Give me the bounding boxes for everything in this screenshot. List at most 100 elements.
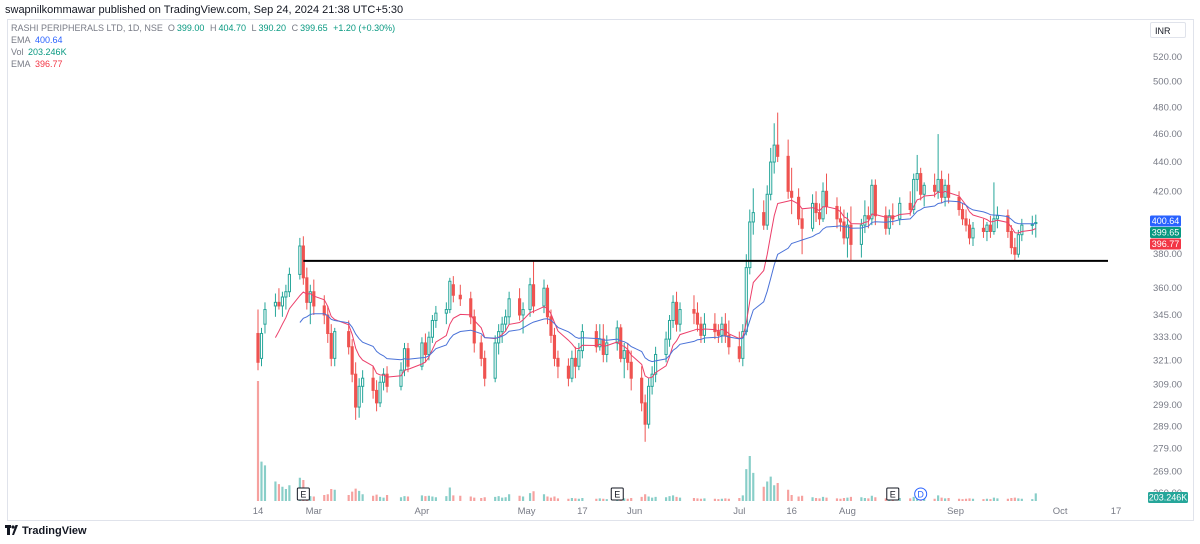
candle <box>1013 237 1017 261</box>
candle <box>769 147 773 201</box>
volume-bar <box>469 496 472 501</box>
candle <box>814 191 818 222</box>
volume-bar <box>741 495 744 501</box>
legend-ema-slow-row[interactable]: EMA 396.77 <box>11 58 398 70</box>
candle <box>640 366 644 412</box>
volume-bar <box>497 496 500 501</box>
y-tick-label: 289.00 <box>1153 421 1182 432</box>
candle <box>619 324 623 363</box>
volume-bar <box>431 496 434 501</box>
volume-bar <box>909 498 912 501</box>
x-tick-label: 17 <box>1111 506 1122 517</box>
volume-bar <box>769 476 772 501</box>
volume-bar <box>1013 497 1016 501</box>
volume-bar <box>996 498 999 501</box>
volume-bar <box>944 498 947 501</box>
volume-bar <box>605 499 608 501</box>
candle <box>531 260 536 314</box>
candle <box>898 197 902 226</box>
volume-bar <box>1010 498 1013 501</box>
ema-lines <box>274 190 1037 379</box>
candle <box>964 209 968 232</box>
volume-bar <box>459 495 462 501</box>
price-badge-label: 400.64 <box>1152 216 1180 226</box>
ema-slow-line <box>299 200 1036 363</box>
candle <box>957 191 961 216</box>
price-axis[interactable]: 520.00 500.00 480.00 460.00 440.00 420.00 380.… <box>1153 52 1182 499</box>
candle <box>1020 218 1024 242</box>
volume-bar <box>372 495 375 501</box>
volume-badge-label: 203.246K <box>1149 493 1188 503</box>
volume-bar <box>330 489 333 501</box>
volume-bar <box>776 483 779 501</box>
candle <box>664 331 668 363</box>
candle <box>654 346 658 383</box>
candle <box>312 279 316 315</box>
candle <box>960 203 965 226</box>
candle <box>287 267 291 298</box>
volume-bar <box>595 498 598 501</box>
legend-vol-value: 203.246K <box>28 47 67 57</box>
legend-ema-fast-row[interactable]: EMA 400.64 <box>11 34 398 46</box>
volume-bar <box>556 498 560 501</box>
volume-bar <box>992 497 996 501</box>
candle <box>849 206 853 261</box>
legend-volume-row[interactable]: Vol 203.246K <box>11 46 398 58</box>
volume-bar <box>574 498 577 501</box>
candle <box>298 237 302 280</box>
candle <box>552 327 557 367</box>
candle <box>284 284 288 310</box>
volume-bar <box>351 491 354 501</box>
candle <box>695 302 700 332</box>
volume-bar <box>1017 498 1020 501</box>
volume-bar <box>406 496 410 501</box>
x-tick-label: Jun <box>627 506 642 517</box>
volume-bar <box>863 498 866 501</box>
publisher-line: swapnilkommawar published on TradingView… <box>5 4 404 16</box>
candle <box>873 179 877 226</box>
candle <box>908 191 912 216</box>
tradingview-brand[interactable]: TradingView <box>5 525 87 537</box>
candle <box>580 324 584 359</box>
candle <box>981 218 986 238</box>
volume-bar <box>630 498 633 501</box>
legend-change: +1.20 (+0.30%) <box>333 23 396 33</box>
candle <box>936 134 940 199</box>
volume-bar <box>508 494 511 501</box>
volume-bar <box>480 498 483 501</box>
candle <box>615 320 619 351</box>
volume-bar <box>825 497 828 501</box>
candle <box>971 221 975 247</box>
volume-bar <box>846 497 849 501</box>
candle <box>884 206 888 235</box>
y-tick-label: 279.00 <box>1153 443 1182 454</box>
volume-bar <box>664 497 668 501</box>
volume-bar <box>821 496 825 501</box>
legend-ema1-value: 400.64 <box>35 35 63 45</box>
legend-open-label: O <box>167 23 175 33</box>
currency-button[interactable]: INR <box>1150 22 1186 38</box>
candle <box>650 366 654 395</box>
y-tick-label: 299.00 <box>1153 400 1182 411</box>
y-tick-label: 500.00 <box>1153 77 1182 88</box>
candle <box>381 368 386 391</box>
volume-bar <box>727 498 730 501</box>
candle <box>988 215 993 238</box>
volume-bar <box>692 498 696 501</box>
x-tick-label: Jul <box>733 506 745 517</box>
y-tick-label: 269.00 <box>1153 466 1182 477</box>
candle <box>444 302 448 325</box>
y-tick-label: 440.00 <box>1153 157 1182 168</box>
candle <box>605 335 609 363</box>
candle <box>305 267 309 310</box>
candle <box>542 279 546 314</box>
volume-bar <box>654 496 657 501</box>
candle <box>326 305 330 343</box>
time-axis[interactable]: 14 Mar Apr May 17 Jun Jul 16 Aug Sep Oct 17 <box>253 506 1122 517</box>
candle <box>940 170 944 204</box>
volume-bar <box>1006 498 1009 501</box>
volume-bar <box>420 495 424 501</box>
y-tick-label: 420.00 <box>1153 186 1182 197</box>
